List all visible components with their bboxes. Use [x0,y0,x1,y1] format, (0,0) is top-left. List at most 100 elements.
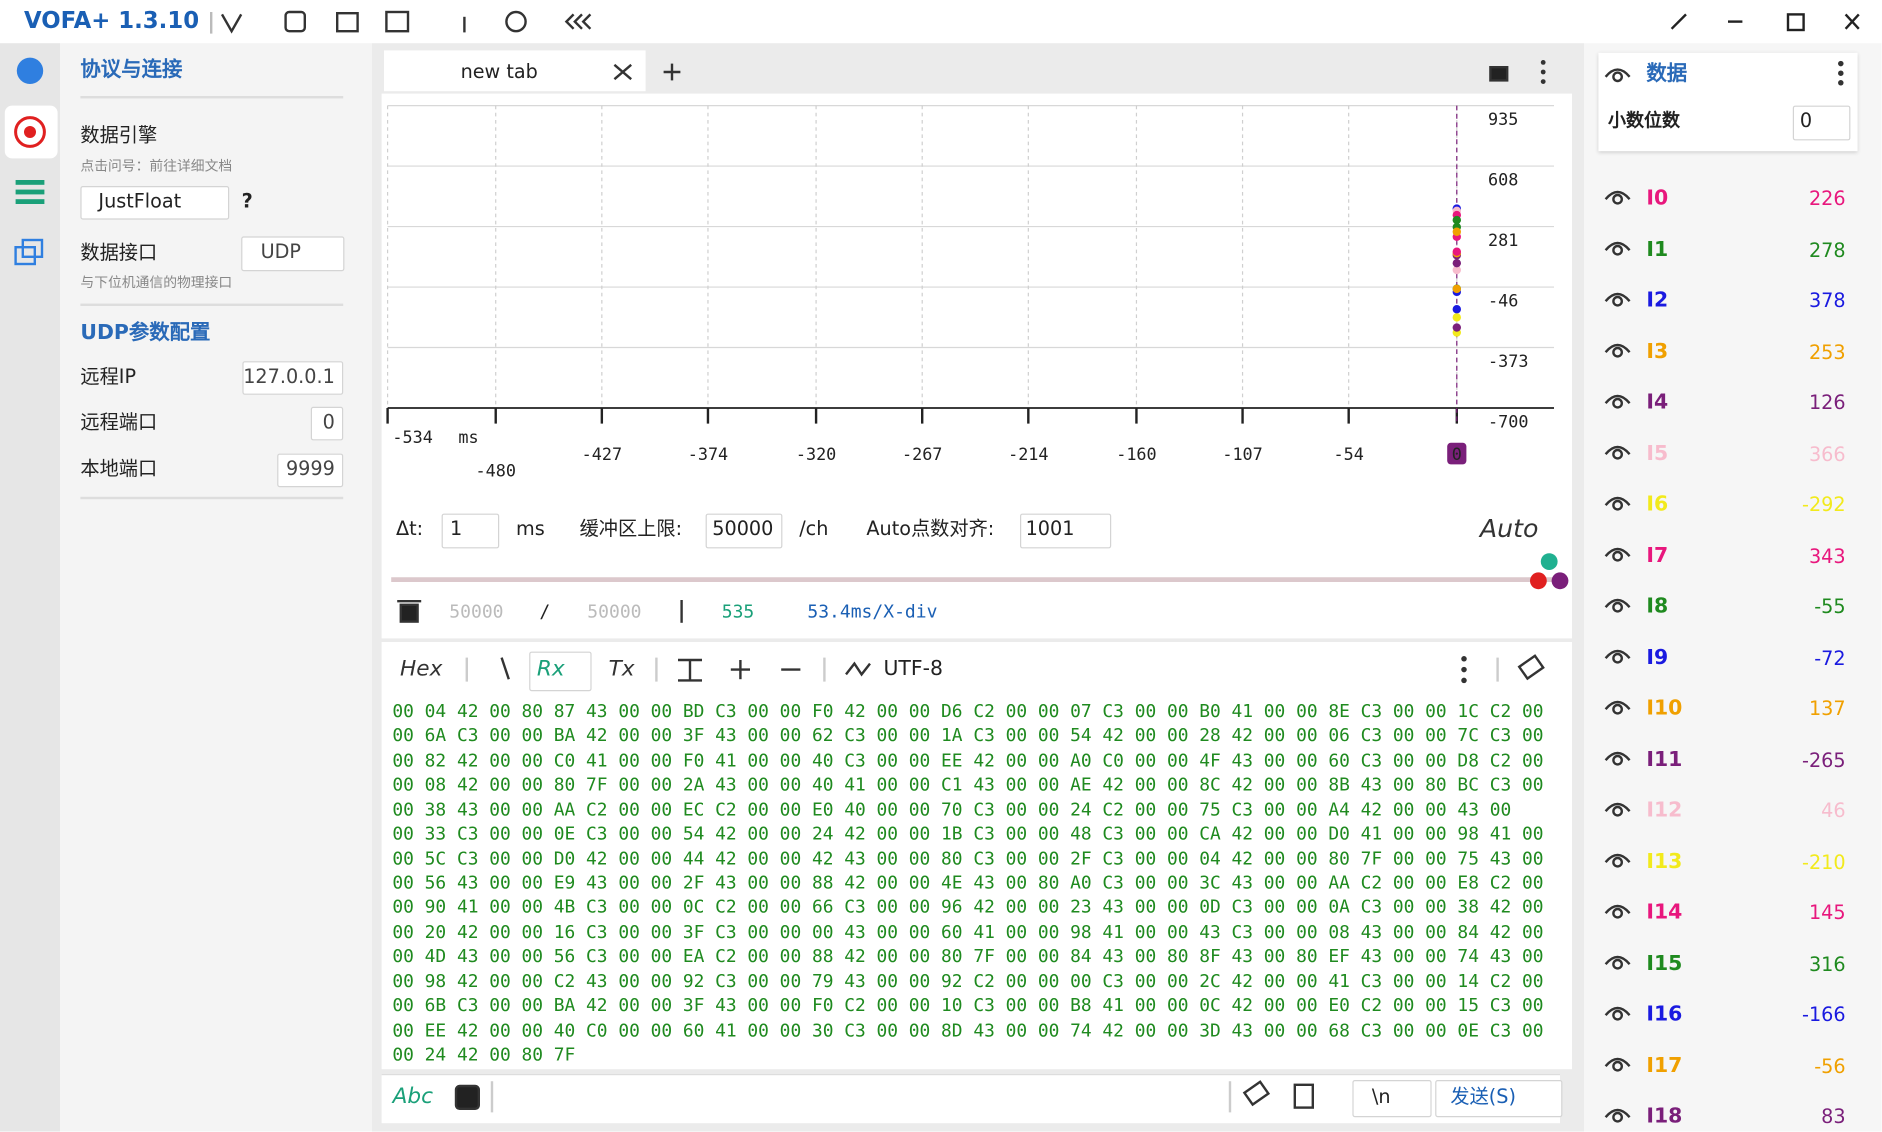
channel-value: 145 [1808,901,1846,925]
hex-line: 00 90 41 00 00 4B C3 00 00 0C C2 00 00 6… [392,896,1544,918]
eye-icon[interactable] [1604,1006,1631,1021]
icon-strip [0,43,61,1132]
encoding[interactable]: UTF-8 [883,657,943,681]
engine-hint: 点击问号：前往详细文档 [80,157,233,175]
send-button[interactable] [1435,1080,1563,1118]
line-ending-select[interactable] [1352,1080,1432,1118]
channel-value: -210 [1802,850,1846,874]
interface-select[interactable] [241,236,345,272]
tx-toggle[interactable]: Tx [608,656,635,682]
eye-icon[interactable] [1604,68,1631,83]
eye-pupil [1612,907,1624,919]
y-tick-label: -46 [1488,290,1518,310]
channel-value: 137 [1808,697,1846,720]
channel-value: -55 [1814,595,1846,618]
decimals-value: 0 [1799,109,1813,132]
channel-name: I16 [1646,1002,1683,1027]
engine-select[interactable] [80,186,230,220]
eye-icon[interactable] [1604,445,1631,460]
tab-title: new tab [460,60,538,83]
field-label: 远程端口 [80,410,158,434]
channel-value: -56 [1814,1054,1846,1077]
tab[interactable] [384,50,646,92]
dt-input[interactable] [441,513,500,549]
hex-line: 00 82 42 00 00 C0 41 00 00 F0 41 00 00 4… [392,749,1544,771]
eye-icon[interactable] [1604,598,1631,613]
rx-toggle[interactable] [529,651,592,692]
slider-dot[interactable] [1551,572,1569,590]
eye-icon[interactable] [1604,343,1631,358]
help-link[interactable]: ? [241,189,253,213]
channel-name: I1 [1646,237,1669,262]
mode-label[interactable]: Auto [1479,514,1539,543]
eye-outline [1604,343,1631,353]
eye-icon[interactable] [1604,1057,1631,1072]
hex-line: 00 5C C3 00 00 D0 42 00 00 44 42 00 00 4… [392,847,1544,869]
eye-outline [1604,751,1631,761]
engine-value[interactable]: JustFloat [98,189,182,213]
eye-outline [1604,1006,1631,1016]
slider-dot[interactable] [1530,572,1547,590]
eye-pupil [1612,550,1624,562]
eye-icon[interactable] [1604,496,1631,511]
eye-icon[interactable] [1604,1108,1631,1123]
buffer-input[interactable] [705,513,783,549]
eye-icon[interactable] [1604,394,1631,409]
x-tick-label: -427 [582,444,622,464]
remote-port-input[interactable] [310,406,344,441]
local-port-input[interactable] [277,453,344,488]
interface-value: UDP [260,240,302,263]
x-tick-label: -214 [1008,444,1048,464]
x-unit: ms [458,427,478,447]
channel-value: -292 [1802,493,1846,516]
eye-icon[interactable] [1604,190,1631,205]
format-toggle[interactable]: Abc [392,1083,433,1109]
eye-icon[interactable] [1604,955,1631,970]
decimals-input[interactable] [1792,105,1851,141]
widgets-icon[interactable] [15,180,45,205]
hex-toggle[interactable]: Hex [400,656,443,682]
dt-unit: ms [516,517,545,540]
waveform-plot: 935 608 281 -46 -373 -700 -534 -480 -427 -374 -320… [386,105,1555,481]
menu-dots[interactable] [1461,60,1844,684]
eye-icon[interactable] [1604,547,1631,562]
hex-line: 00 6B C3 00 00 BA 42 00 00 3F 43 00 00 F… [392,994,1544,1017]
channel-name: I8 [1646,594,1669,619]
channel-value: 366 [1808,442,1846,466]
eye-pupil [1612,1060,1624,1072]
eye-outline [1604,700,1631,710]
point-count: 535 [721,600,755,623]
windows-icon[interactable] [14,238,44,266]
eye-icon[interactable] [1604,292,1631,307]
window-controls[interactable] [1670,13,1860,32]
auto-align-input[interactable] [1020,513,1112,549]
eye-icon[interactable] [1604,649,1631,664]
eye-icon[interactable] [1604,241,1631,256]
hex-line: 00 56 43 00 00 E9 43 00 00 2F 43 00 00 8… [392,871,1544,894]
eye-icon[interactable] [1604,700,1631,715]
eye-icon[interactable] [1604,751,1631,766]
channel-name: I11 [1646,747,1683,772]
x-tick-label: 0 [1452,444,1462,464]
field-value: 0 [322,410,335,434]
hex-line: 00 20 42 00 00 16 C3 00 00 3F C3 00 00 0… [392,920,1544,943]
hex-line: 00 08 42 00 00 80 7F 00 00 2A 43 00 00 4… [392,773,1544,796]
connect-icon[interactable] [16,57,44,84]
eye-pupil [1612,346,1624,358]
eye-outline [1604,1057,1631,1067]
y-tick-label: 281 [1488,230,1518,250]
remote-ip-input[interactable] [242,361,344,395]
record-icon[interactable] [14,116,46,148]
channel-current-point [1452,313,1461,322]
auto-align-value: 1001 [1025,517,1075,540]
eye-icon[interactable] [1604,802,1631,817]
toolbar-icons[interactable] [210,10,1545,1113]
line-ending: \n [1371,1084,1391,1108]
slider-dot[interactable] [1540,553,1558,570]
hex-line: 00 38 43 00 00 AA C2 00 00 EC C2 00 00 E… [392,798,1512,820]
left-panel [60,43,373,1132]
eye-icon[interactable] [1604,853,1631,868]
channel-value: 278 [1808,238,1846,261]
channel-value: -72 [1814,646,1846,669]
eye-icon[interactable] [1604,904,1631,919]
